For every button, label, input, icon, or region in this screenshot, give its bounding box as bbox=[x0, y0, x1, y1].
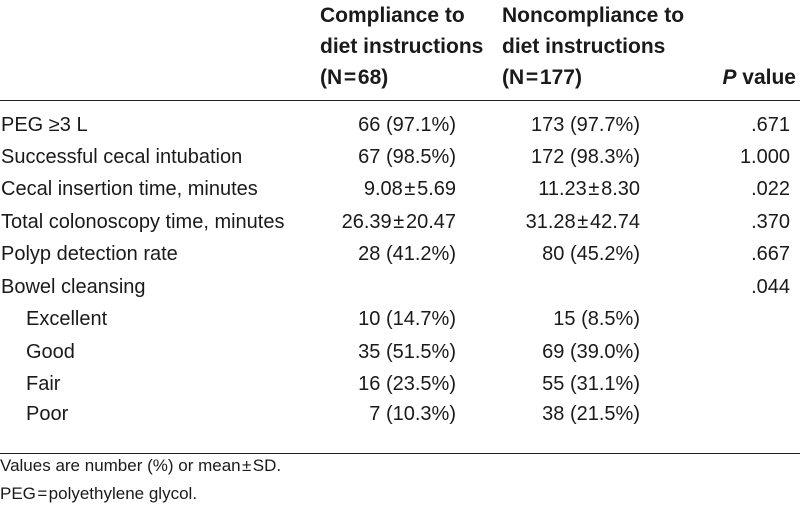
cell-compliance: 16 (23.5%) bbox=[358, 373, 456, 396]
header-compliance-line-2: diet instructions bbox=[320, 35, 484, 58]
table-row: Excellent 10 (14.7%) 15 (8.5%) bbox=[0, 304, 800, 337]
footnote-values: Values are number (%) or mean ± SD. bbox=[0, 456, 282, 475]
cell-p-value: .671 bbox=[751, 113, 790, 136]
row-label: Bowel cleansing bbox=[1, 275, 146, 298]
row-label: Successful cecal intubation bbox=[1, 145, 243, 168]
row-label: Excellent bbox=[26, 308, 108, 331]
header-p-italic: P bbox=[722, 66, 737, 89]
cell-p-value bbox=[688, 304, 800, 337]
cell-noncompliance: 69 (39.0%) bbox=[542, 340, 640, 363]
row-label: PEG ≥3 L bbox=[1, 113, 88, 136]
table-header-row: Compliance to diet instructions (N = 68)… bbox=[0, 0, 800, 101]
table-row: Polyp detection rate 28 (41.2%) 80 (45.2%)… bbox=[0, 239, 800, 272]
row-label: Good bbox=[26, 340, 75, 363]
cell-noncompliance: 15 (8.5%) bbox=[553, 308, 640, 331]
table-body: PEG ≥3 L 66 (97.1%) 173 (97.7%) .671 Success… bbox=[0, 101, 800, 454]
table-row: Successful cecal intubation 67 (98.5%) 172… bbox=[0, 141, 800, 174]
cell-compliance: 9.08 ± 5.69 bbox=[363, 178, 456, 201]
header-noncompliance-line-2: diet instructions bbox=[502, 35, 666, 58]
cell-noncompliance: 55 (31.1%) bbox=[542, 373, 640, 396]
row-label: Cecal insertion time, minutes bbox=[1, 178, 258, 201]
cell-compliance: 10 (14.7%) bbox=[358, 308, 456, 331]
results-table-container: Compliance to diet instructions (N = 68)… bbox=[0, 0, 800, 454]
table-row: Total colonoscopy time, minutes 26.39 ± 2… bbox=[0, 206, 800, 239]
header-noncompliance-line-1: Noncompliance to bbox=[502, 4, 685, 27]
cell-noncompliance: 173 (97.7%) bbox=[531, 113, 640, 136]
header-p-rest: value bbox=[736, 66, 796, 89]
cell-compliance: 26.39 ± 20.47 bbox=[341, 210, 456, 233]
cell-p-value: .667 bbox=[751, 243, 790, 266]
cell-compliance: 7 (10.3%) bbox=[369, 403, 456, 425]
header-compliance: Compliance to diet instructions (N = 68) bbox=[316, 0, 492, 101]
results-table: Compliance to diet instructions (N = 68)… bbox=[0, 0, 800, 454]
row-label: Total colonoscopy time, minutes bbox=[1, 210, 285, 233]
header-compliance-line-3: (N = 68) bbox=[320, 66, 389, 89]
header-compliance-line-1: Compliance to bbox=[320, 4, 465, 27]
cell-noncompliance: 31.28 ± 42.74 bbox=[525, 210, 640, 233]
cell-p-value: 1.000 bbox=[739, 145, 790, 168]
cell-p-value bbox=[688, 401, 800, 454]
footnotes: Values are number (%) or mean ± SD. PEG … bbox=[0, 452, 281, 508]
cell-p-value bbox=[688, 336, 800, 369]
cell-p-value: .370 bbox=[751, 210, 790, 233]
cell-p-value bbox=[688, 369, 800, 402]
cell-compliance: 66 (97.1%) bbox=[358, 113, 456, 136]
header-label-column bbox=[0, 0, 316, 101]
cell-compliance: 35 (51.5%) bbox=[358, 340, 456, 363]
table-row: Good 35 (51.5%) 69 (39.0%) bbox=[0, 336, 800, 369]
table-row: Poor 7 (10.3%) 38 (21.5%) bbox=[0, 401, 800, 454]
table-row: PEG ≥3 L 66 (97.1%) 173 (97.7%) .671 bbox=[0, 101, 800, 142]
row-label: Fair bbox=[26, 373, 61, 396]
table-row: Fair 16 (23.5%) 55 (31.1%) bbox=[0, 369, 800, 402]
cell-noncompliance: 11.23 ± 8.30 bbox=[538, 178, 640, 201]
header-p-value: P value bbox=[688, 0, 800, 101]
cell-compliance: 28 (41.2%) bbox=[358, 243, 456, 266]
header-noncompliance: Noncompliance to diet instructions (N = … bbox=[492, 0, 688, 101]
row-label: Polyp detection rate bbox=[1, 243, 178, 266]
cell-compliance bbox=[316, 271, 492, 304]
cell-compliance: 67 (98.5%) bbox=[358, 145, 456, 168]
table-row: Bowel cleansing .044 bbox=[0, 271, 800, 304]
header-noncompliance-line-3: (N = 177) bbox=[502, 66, 582, 89]
cell-p-value: .044 bbox=[751, 275, 790, 298]
table-row: Cecal insertion time, minutes 9.08 ± 5.69… bbox=[0, 174, 800, 207]
cell-noncompliance: 172 (98.3%) bbox=[531, 145, 640, 168]
cell-noncompliance bbox=[492, 271, 688, 304]
cell-noncompliance: 80 (45.2%) bbox=[542, 243, 640, 266]
row-label: Poor bbox=[26, 403, 69, 425]
cell-p-value: .022 bbox=[751, 178, 790, 201]
cell-noncompliance: 38 (21.5%) bbox=[542, 403, 640, 425]
footnote-peg: PEG = polyethylene glycol. bbox=[0, 484, 198, 503]
